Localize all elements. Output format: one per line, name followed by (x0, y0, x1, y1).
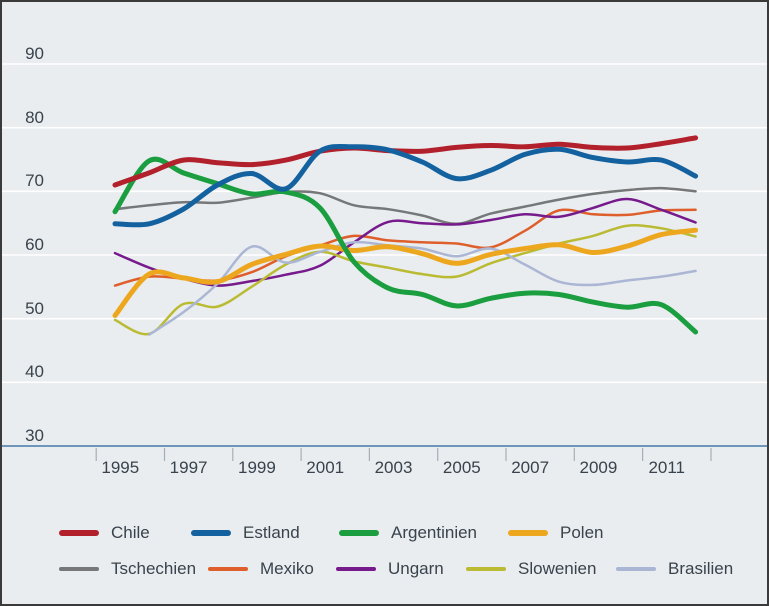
legend-label: Tschechien (111, 559, 197, 578)
legend-swatch-polen (508, 530, 548, 536)
legend-swatch-argentinien (339, 530, 379, 536)
legend-swatch-tschechien (59, 567, 99, 571)
y-axis-label: 30 (25, 426, 44, 445)
x-axis-label: 2011 (648, 458, 686, 477)
legend-swatch-ungarn (336, 567, 376, 571)
y-axis-label: 80 (25, 107, 44, 127)
legend-swatch-mexiko (208, 567, 248, 571)
legend-label: Chile (111, 523, 150, 542)
series-line-tschechien (113, 186, 697, 226)
legend-label: Ungarn (388, 559, 444, 578)
x-axis-label: 2003 (374, 458, 413, 477)
series-line-polen (112, 227, 699, 318)
x-axis-label: 2007 (511, 458, 550, 477)
x-axis-label: 1999 (237, 458, 276, 477)
y-axis-label: 90 (25, 43, 44, 63)
legend-label: Slowenien (518, 559, 597, 578)
legend-label: Estland (243, 523, 300, 542)
x-axis-label: 1997 (169, 458, 208, 477)
series-line-argentinien (112, 156, 699, 335)
legend-label: Brasilien (668, 559, 734, 578)
x-axis-label: 2001 (306, 458, 345, 477)
legend-swatch-brasilien (616, 567, 656, 571)
y-axis-label: 70 (25, 171, 44, 191)
x-axis-label: 1995 (101, 458, 140, 477)
y-axis-label: 40 (25, 362, 44, 382)
legend-swatch-estland (191, 530, 231, 536)
legend-label: Mexiko (260, 559, 314, 578)
series-line-chile (112, 135, 699, 188)
legend-label: Polen (560, 523, 604, 542)
series-line-estland (112, 143, 699, 228)
x-axis-label: 2009 (579, 458, 618, 477)
series-line-slowenien (113, 224, 697, 336)
x-axis-label: 2005 (442, 458, 481, 477)
legend-swatch-chile (59, 530, 99, 536)
legend-swatch-slowenien (466, 567, 506, 571)
y-axis-label: 50 (25, 298, 44, 318)
y-axis-label: 60 (25, 234, 44, 254)
legend-label: Argentinien (391, 523, 478, 542)
series-line-brasilien (147, 240, 697, 336)
